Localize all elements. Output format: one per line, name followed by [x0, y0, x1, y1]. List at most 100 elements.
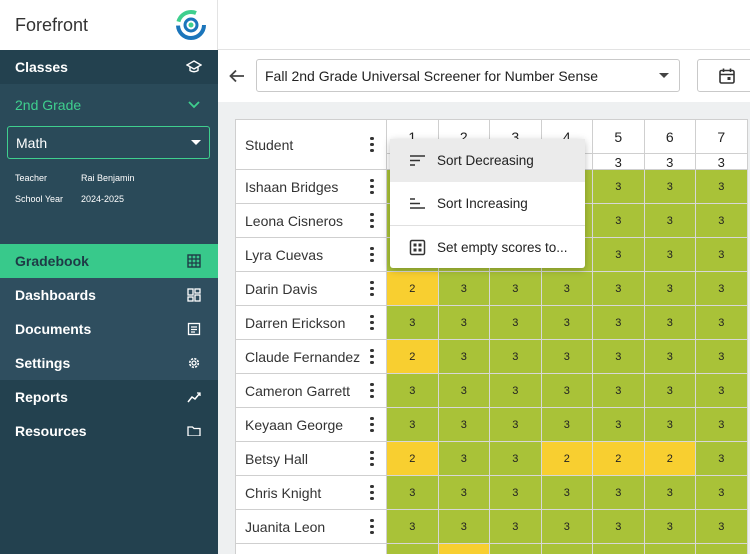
- row-menu-icon[interactable]: [370, 246, 374, 263]
- score-cell[interactable]: 3: [644, 272, 696, 306]
- score-cell[interactable]: 3: [387, 510, 439, 544]
- score-cell[interactable]: 3: [490, 408, 542, 442]
- score-cell[interactable]: 3: [490, 510, 542, 544]
- score-cell[interactable]: 3: [490, 340, 542, 374]
- score-cell[interactable]: 3: [644, 510, 696, 544]
- score-cell[interactable]: 3: [696, 204, 748, 238]
- score-cell[interactable]: 3: [541, 476, 593, 510]
- score-cell[interactable]: 3: [541, 272, 593, 306]
- assessment-dropdown[interactable]: Fall 2nd Grade Universal Screener for Nu…: [256, 59, 680, 92]
- score-cell[interactable]: 3: [593, 272, 645, 306]
- score-cell[interactable]: 3: [696, 238, 748, 272]
- row-menu-icon[interactable]: [370, 178, 374, 195]
- row-menu-icon[interactable]: [370, 518, 374, 535]
- score-cell[interactable]: 3: [593, 306, 645, 340]
- score-cell[interactable]: 3: [644, 204, 696, 238]
- back-arrow-icon[interactable]: [228, 67, 246, 85]
- score-cell[interactable]: 3: [696, 510, 748, 544]
- score-cell[interactable]: 3: [696, 306, 748, 340]
- score-cell[interactable]: 3: [593, 170, 645, 204]
- row-menu-icon[interactable]: [370, 280, 374, 297]
- nav-settings[interactable]: Settings: [0, 346, 218, 380]
- row-menu-icon[interactable]: [370, 348, 374, 365]
- score-cell[interactable]: 3: [644, 306, 696, 340]
- score-cell[interactable]: [696, 544, 748, 554]
- subject-dropdown[interactable]: Math: [7, 126, 210, 159]
- score-cell[interactable]: 3: [438, 272, 490, 306]
- score-cell[interactable]: 3: [593, 510, 645, 544]
- score-cell[interactable]: 3: [696, 272, 748, 306]
- student-row[interactable]: Keyaan George: [235, 408, 387, 442]
- score-cell[interactable]: 2: [593, 442, 645, 476]
- score-cell[interactable]: [541, 544, 593, 554]
- row-menu-icon[interactable]: [370, 450, 374, 467]
- student-row[interactable]: Cameron Garrett: [235, 374, 387, 408]
- score-cell[interactable]: 3: [490, 442, 542, 476]
- row-menu-icon[interactable]: [370, 212, 374, 229]
- score-cell[interactable]: [387, 544, 439, 554]
- score-cell[interactable]: 3: [438, 408, 490, 442]
- score-cell[interactable]: 3: [541, 306, 593, 340]
- student-row[interactable]: Darin Davis: [235, 272, 387, 306]
- score-cell[interactable]: 3: [387, 374, 439, 408]
- score-cell[interactable]: 3: [644, 170, 696, 204]
- student-row[interactable]: Lyra Cuevas: [235, 238, 387, 272]
- score-cell[interactable]: 3: [593, 476, 645, 510]
- score-cell[interactable]: 3: [438, 510, 490, 544]
- score-cell[interactable]: 3: [490, 476, 542, 510]
- score-cell[interactable]: 3: [387, 476, 439, 510]
- score-cell[interactable]: 2: [644, 442, 696, 476]
- score-cell[interactable]: 2: [541, 442, 593, 476]
- score-cell[interactable]: 3: [490, 306, 542, 340]
- column-menu-icon[interactable]: [370, 136, 374, 153]
- score-cell[interactable]: 3: [593, 374, 645, 408]
- score-cell[interactable]: 3: [696, 476, 748, 510]
- student-row[interactable]: Darren Erickson: [235, 306, 387, 340]
- calendar-button[interactable]: [697, 59, 750, 92]
- row-menu-icon[interactable]: [370, 416, 374, 433]
- score-cell[interactable]: [490, 544, 542, 554]
- score-cell[interactable]: 3: [438, 306, 490, 340]
- score-cell[interactable]: 3: [696, 408, 748, 442]
- sort-decreasing-item[interactable]: Sort Decreasing: [390, 139, 585, 182]
- score-cell[interactable]: 3: [593, 408, 645, 442]
- score-cell[interactable]: 3: [593, 204, 645, 238]
- score-cell[interactable]: 3: [644, 238, 696, 272]
- student-row[interactable]: Claude Fernandez: [235, 340, 387, 374]
- classes-section[interactable]: Classes: [0, 50, 218, 84]
- score-cell[interactable]: 3: [696, 374, 748, 408]
- score-cell[interactable]: 2: [387, 442, 439, 476]
- score-cell[interactable]: [438, 544, 490, 554]
- score-cell[interactable]: 3: [438, 476, 490, 510]
- nav-gradebook[interactable]: Gradebook: [0, 244, 218, 278]
- score-cell[interactable]: 2: [387, 340, 439, 374]
- sort-increasing-item[interactable]: Sort Increasing: [390, 182, 585, 225]
- score-cell[interactable]: 3: [438, 374, 490, 408]
- student-row[interactable]: Juanita Leon: [235, 510, 387, 544]
- score-cell[interactable]: 3: [541, 340, 593, 374]
- score-cell[interactable]: 3: [438, 340, 490, 374]
- score-cell[interactable]: 3: [696, 170, 748, 204]
- score-cell[interactable]: 3: [541, 510, 593, 544]
- score-cell[interactable]: 3: [593, 238, 645, 272]
- score-cell[interactable]: 3: [696, 442, 748, 476]
- student-row[interactable]: Leona Cisneros: [235, 204, 387, 238]
- row-menu-icon[interactable]: [370, 484, 374, 501]
- student-row[interactable]: Chris Knight: [235, 476, 387, 510]
- nav-reports[interactable]: Reports: [0, 380, 218, 414]
- score-cell[interactable]: 3: [593, 340, 645, 374]
- score-cell[interactable]: 3: [438, 442, 490, 476]
- score-cell[interactable]: 3: [541, 408, 593, 442]
- score-cell[interactable]: 3: [644, 340, 696, 374]
- score-cell[interactable]: 3: [387, 306, 439, 340]
- score-cell[interactable]: [644, 544, 696, 554]
- row-menu-icon[interactable]: [370, 382, 374, 399]
- score-cell[interactable]: 2: [387, 272, 439, 306]
- nav-dashboards[interactable]: Dashboards: [0, 278, 218, 312]
- score-cell[interactable]: 3: [490, 272, 542, 306]
- row-menu-icon[interactable]: [370, 314, 374, 331]
- score-cell[interactable]: 3: [541, 374, 593, 408]
